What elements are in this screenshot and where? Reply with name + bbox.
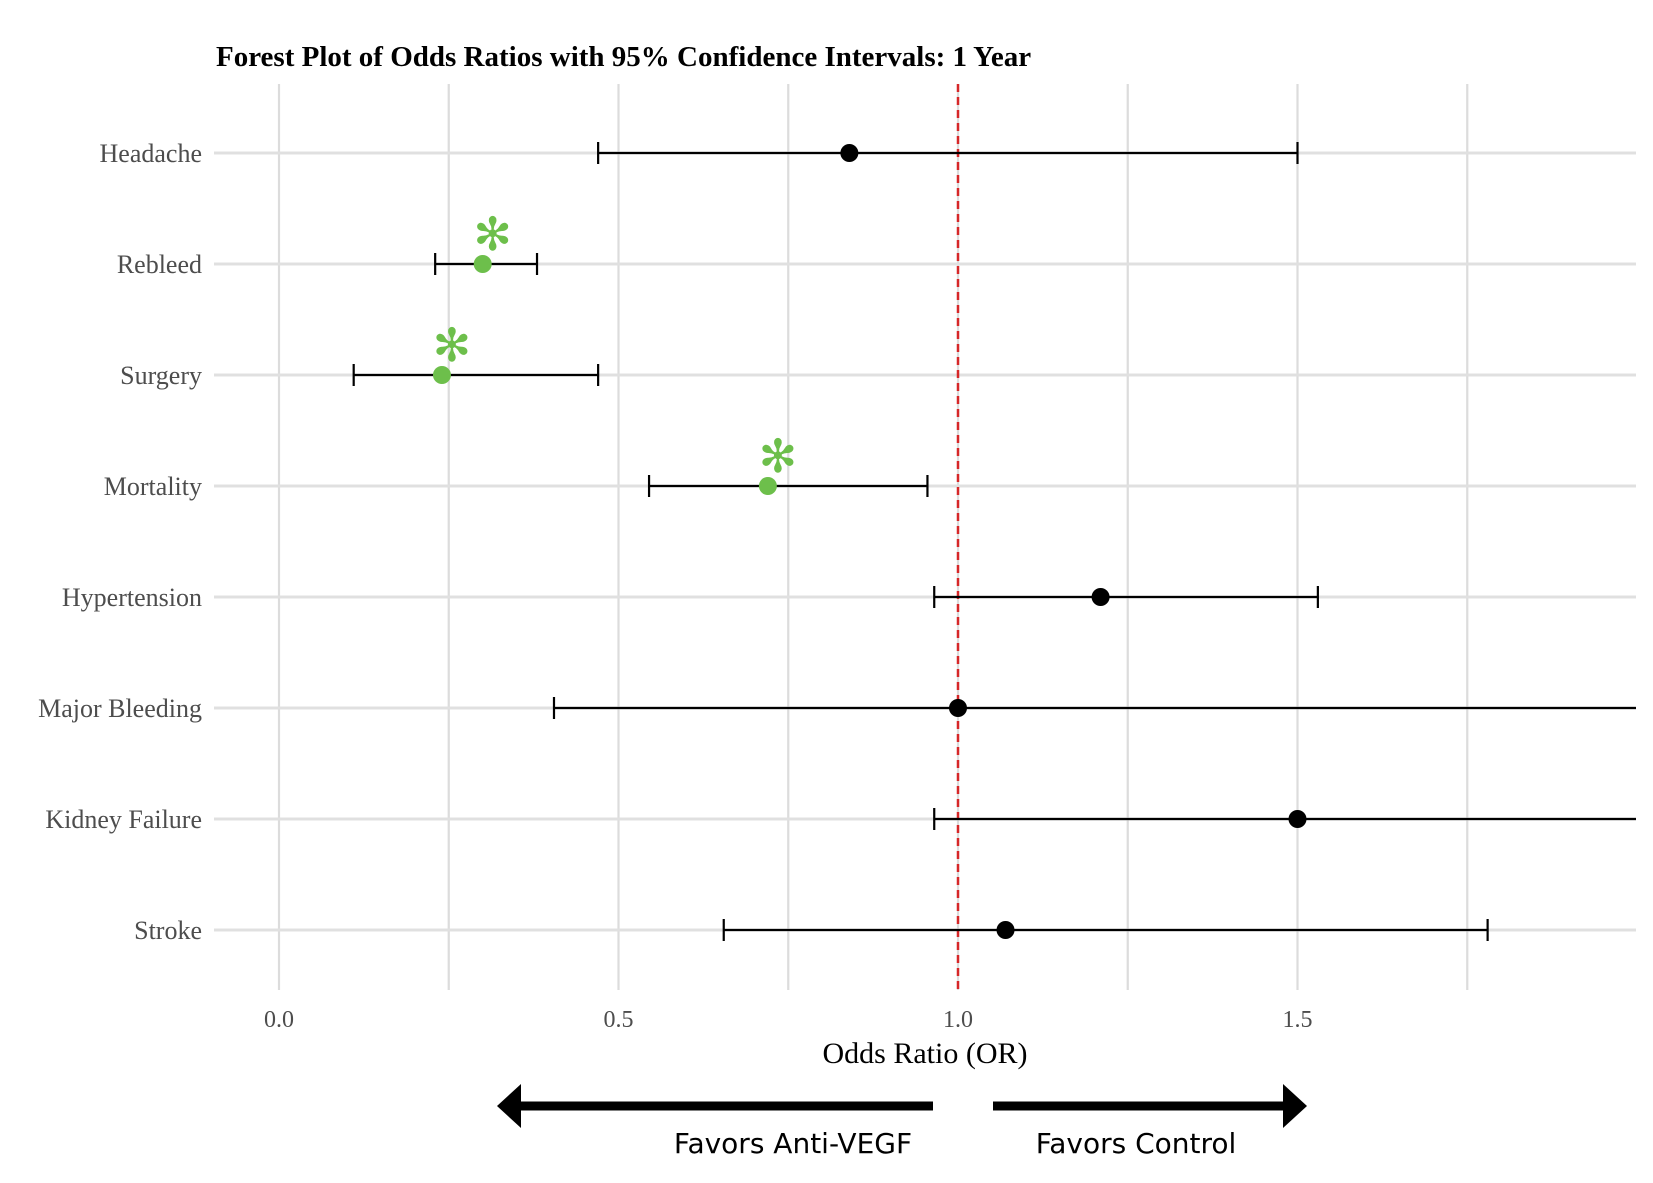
significance-star-2: ✻ <box>433 318 472 372</box>
x-tick-label-0: 0.0 <box>264 1007 294 1033</box>
x-tick-label-1: 0.5 <box>604 1007 634 1033</box>
point-estimate-3 <box>758 477 777 495</box>
point-estimate-6 <box>1288 810 1307 828</box>
point-estimate-7 <box>996 921 1015 939</box>
category-label-5: Major Bleeding <box>38 694 202 723</box>
x-tick-label-2: 1.0 <box>943 1007 973 1033</box>
point-estimates: ✻ ✻ ✻ <box>433 144 1307 939</box>
category-label-3: Mortality <box>104 472 202 501</box>
x-tick-label-3: 1.5 <box>1283 1007 1313 1033</box>
y-axis-labels: Headache Rebleed Surgery Mortality Hypertens… <box>38 139 202 945</box>
category-label-0: Headache <box>100 139 202 168</box>
favors-anti-vegf-label: Favors Anti-VEGF <box>674 1127 912 1160</box>
x-axis-tick-labels: 0.0 0.5 1.0 1.5 <box>264 1007 1313 1033</box>
significance-star-1: ✻ <box>473 207 512 261</box>
category-label-4: Hypertension <box>62 583 202 612</box>
confidence-intervals <box>352 142 1636 941</box>
category-label-1: Rebleed <box>117 250 202 279</box>
significance-star-3: ✻ <box>759 429 798 483</box>
x-axis-title: Odds Ratio (OR) <box>823 1037 1028 1070</box>
category-label-2: Surgery <box>120 361 202 390</box>
point-estimate-1 <box>473 255 492 273</box>
favors-control-label: Favors Control <box>1036 1127 1237 1160</box>
favors-anti-vegf-arrow <box>497 1084 933 1128</box>
category-label-6: Kidney Failure <box>45 805 202 834</box>
point-estimate-0 <box>840 144 859 162</box>
chart-title: Forest Plot of Odds Ratios with 95% Conf… <box>216 41 1031 73</box>
point-estimate-4 <box>1091 588 1110 606</box>
grid <box>214 84 1636 990</box>
point-estimate-2 <box>432 366 451 384</box>
category-label-7: Stroke <box>134 916 202 945</box>
favors-control-arrow <box>993 1084 1307 1128</box>
point-estimate-5 <box>949 699 967 717</box>
